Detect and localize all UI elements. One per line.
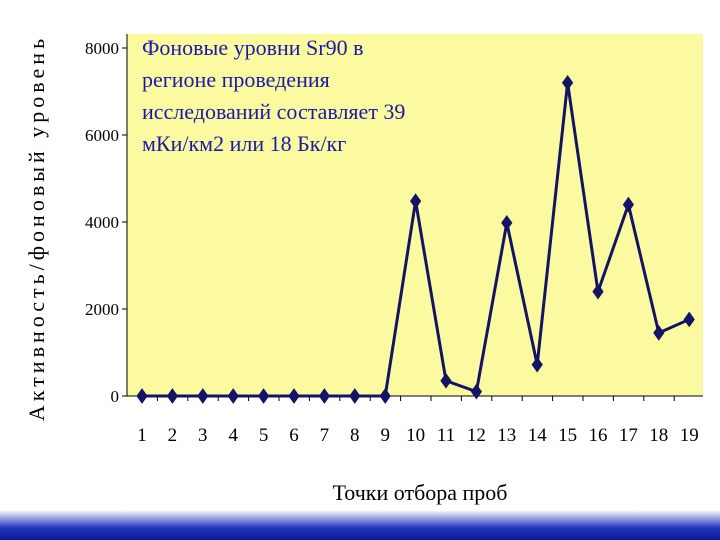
x-tick-label: 9	[380, 425, 390, 446]
y-tick-label: 0	[111, 387, 120, 406]
x-tick-label: 12	[467, 425, 486, 446]
plot-area	[127, 34, 703, 396]
data-point-marker	[257, 388, 270, 404]
annotation-line-2: регионе проведения	[142, 67, 330, 92]
data-point-marker	[501, 215, 513, 231]
annotation-line-3: исследований составляет 39	[142, 99, 405, 124]
x-tick-label: 7	[320, 425, 330, 446]
x-tick-label: 17	[619, 425, 638, 446]
x-tick-label: 13	[497, 425, 516, 446]
x-tick-label: 1	[137, 425, 147, 446]
data-point-marker	[440, 372, 452, 389]
x-tick-label: 4	[228, 425, 238, 446]
data-point-marker	[349, 388, 361, 404]
y-tick-label: 8000	[85, 39, 119, 58]
x-tick-label: 15	[558, 425, 577, 446]
x-tick-label: 10	[406, 425, 425, 446]
x-ticks: 1 2 3 4 5 6 7 8 9 10 11 12 13 14 15 16 17 18 19	[137, 396, 699, 446]
x-tick-label: 16	[589, 425, 608, 446]
y-tick-label: 2000	[85, 300, 119, 319]
x-tick-label: 18	[649, 425, 668, 446]
x-tick-label: 5	[259, 425, 269, 446]
annotation: Фоновые уровни Sr90 в регионе проведения…	[142, 35, 405, 156]
x-tick-label: 19	[680, 425, 699, 446]
data-point-marker	[136, 388, 148, 404]
data-point-marker	[561, 74, 574, 91]
data-point-marker	[288, 388, 300, 404]
y-axis-title: Активность/фоновый уровень	[24, 35, 49, 421]
data-point-marker	[197, 388, 209, 404]
x-tick-label: 8	[350, 425, 360, 446]
data-point-marker	[166, 388, 179, 404]
y-ticks: 0 2000 4000 6000 8000	[85, 39, 127, 406]
y-tick-label: 6000	[85, 126, 119, 145]
data-point-marker	[409, 193, 422, 209]
data-point-marker	[379, 388, 391, 404]
slide-bottom-edge	[0, 510, 720, 540]
data-point-marker	[531, 356, 543, 373]
x-tick-label: 14	[528, 425, 548, 446]
series	[136, 74, 695, 404]
x-tick-label: 2	[168, 425, 178, 446]
data-point-marker	[622, 196, 635, 213]
x-tick-label: 11	[437, 425, 455, 446]
annotation-line-1: Фоновые уровни Sr90 в	[142, 35, 363, 60]
x-axis-title: Точки отбора проб	[333, 480, 508, 505]
data-point-marker	[653, 325, 665, 341]
data-point-marker	[592, 283, 604, 300]
x-tick-label: 3	[198, 425, 208, 446]
data-point-marker	[470, 383, 483, 400]
data-point-marker	[227, 388, 239, 404]
annotation-line-4: мКи/км2 или 18 Бк/кг	[142, 131, 346, 156]
data-point-marker	[318, 388, 331, 404]
x-tick-label: 6	[289, 425, 299, 446]
data-point-marker	[683, 311, 695, 328]
y-tick-label: 4000	[85, 213, 119, 232]
